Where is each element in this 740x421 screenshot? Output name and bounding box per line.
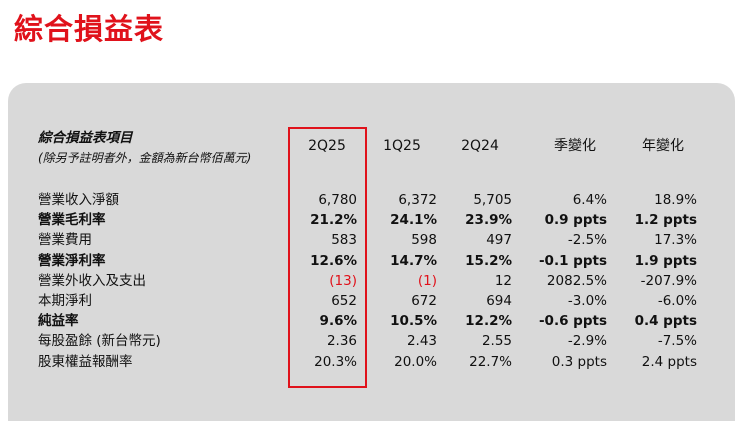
column-header: 年變化: [642, 138, 684, 154]
row-label: 每股盈餘 (新台幣元): [38, 333, 161, 350]
cell: 1.9 ppts: [634, 252, 697, 269]
row-label: 營業收入淨額: [38, 192, 119, 208]
row-label: 營業費用: [38, 232, 92, 249]
column-header: 1Q25: [383, 138, 421, 154]
row-label: 股東權益報酬率: [38, 353, 133, 370]
cell: -0.1 ppts: [538, 252, 607, 269]
cell: -0.6 ppts: [538, 313, 607, 330]
row-label: 純益率: [38, 313, 79, 330]
cell: 2.55: [481, 333, 512, 350]
cell: 20.3%: [314, 353, 357, 370]
cell: 0.4 ppts: [634, 313, 697, 330]
page-title: 綜合損益表: [14, 12, 165, 46]
row-label: 本期淨利: [38, 293, 92, 309]
cell: -207.9%: [640, 272, 697, 289]
cell: 21.2%: [310, 212, 357, 229]
cell: 18.9%: [654, 192, 697, 208]
cell: 1.2 ppts: [634, 212, 697, 229]
cell: 14.7%: [390, 252, 437, 269]
cell: 20.0%: [394, 353, 437, 370]
cell: 9.6%: [319, 313, 357, 330]
cell: 22.7%: [469, 353, 512, 370]
cell: 6,372: [398, 192, 437, 208]
cell: 23.9%: [465, 212, 512, 229]
cell: 2.43: [406, 333, 437, 350]
header-note: (除另予註明者外，金額為新台幣佰萬元): [38, 151, 252, 165]
cell: 24.1%: [390, 212, 437, 229]
cell: -6.0%: [657, 293, 697, 309]
cell: 497: [486, 232, 512, 249]
cell: 12.2%: [465, 313, 512, 330]
cell: 2.36: [326, 333, 357, 350]
header-label: 綜合損益表項目: [38, 130, 133, 146]
table-panel: [8, 83, 735, 421]
cell: 0.3 ppts: [551, 353, 607, 370]
cell: 17.3%: [654, 232, 697, 249]
cell: (13): [329, 272, 357, 289]
cell: 694: [486, 293, 512, 309]
cell: -2.5%: [567, 232, 607, 249]
cell: -2.9%: [567, 333, 607, 350]
cell: 0.9 ppts: [544, 212, 607, 229]
column-header: 2Q25: [308, 138, 346, 154]
column-header: 2Q24: [461, 138, 499, 154]
cell: 5,705: [473, 192, 512, 208]
column-header: 季變化: [554, 138, 596, 154]
cell: 672: [411, 293, 437, 309]
row-label: 營業外收入及支出: [38, 272, 146, 289]
cell: -3.0%: [567, 293, 607, 309]
cell: 15.2%: [465, 252, 512, 269]
cell: 2.4 ppts: [641, 353, 697, 370]
row-label: 營業淨利率: [38, 252, 106, 269]
cell: 6,780: [318, 192, 357, 208]
cell: 6.4%: [572, 192, 607, 208]
cell: 12.6%: [310, 252, 357, 269]
highlight-box: [288, 127, 367, 388]
cell: 598: [411, 232, 437, 249]
cell: 12: [494, 272, 512, 289]
cell: (1): [417, 272, 437, 289]
cell: 10.5%: [390, 313, 437, 330]
cell: 2082.5%: [546, 272, 607, 289]
cell: 583: [331, 232, 357, 249]
row-label: 營業毛利率: [38, 212, 106, 229]
cell: 652: [331, 293, 357, 309]
cell: -7.5%: [657, 333, 697, 350]
